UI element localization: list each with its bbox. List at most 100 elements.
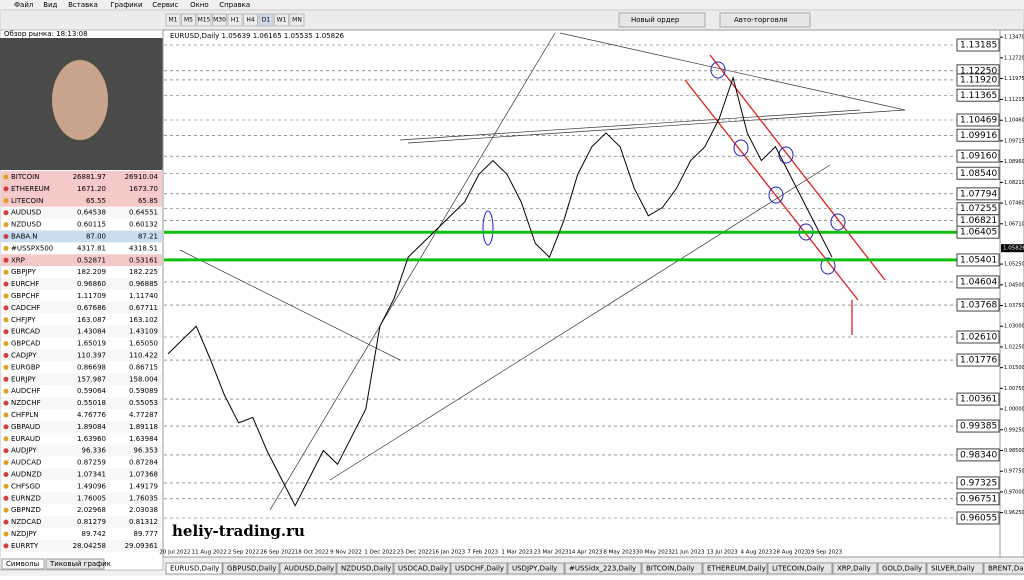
- timeframe-label[interactable]: M5: [184, 17, 193, 24]
- symbol-icon: [3, 353, 9, 358]
- timeframe-label[interactable]: M15: [198, 17, 211, 24]
- chart-tab[interactable]: [702, 562, 768, 575]
- symbol-row[interactable]: [1, 492, 162, 505]
- chart-tab[interactable]: [222, 562, 280, 575]
- timeframe-label[interactable]: MN: [292, 17, 302, 24]
- symbol-row[interactable]: [1, 456, 162, 469]
- timeframe-label[interactable]: H4: [246, 17, 255, 24]
- symbol-row[interactable]: [1, 325, 162, 338]
- symbol-row[interactable]: [1, 194, 162, 207]
- chart-tab[interactable]: [564, 562, 642, 575]
- symbol-row[interactable]: [1, 361, 162, 374]
- symbol-row[interactable]: [1, 528, 162, 540]
- symbol-row[interactable]: [1, 206, 162, 219]
- menu-item[interactable]: Окно: [190, 1, 209, 9]
- chart-tab-label[interactable]: EURUSD,Daily: [170, 565, 219, 573]
- timeframe-button[interactable]: [258, 13, 274, 27]
- symbol-row[interactable]: [1, 397, 162, 409]
- new-order-button[interactable]: [618, 12, 706, 28]
- chart-tab[interactable]: [877, 562, 927, 575]
- menu-item[interactable]: Графики: [110, 1, 142, 9]
- chart-tab-label[interactable]: USDJPY,Daily: [512, 565, 557, 573]
- symbol-row[interactable]: [1, 480, 162, 493]
- chart-tab-label[interactable]: ETHEREUM,Daily: [707, 565, 766, 573]
- chart-tab-label[interactable]: BRENT,Daily: [988, 565, 1024, 573]
- timeframe-button[interactable]: [212, 13, 227, 27]
- chart-tab[interactable]: [279, 562, 337, 575]
- timeframe-label[interactable]: M1: [169, 17, 178, 24]
- menu-item[interactable]: Вставка: [68, 1, 98, 9]
- timeframe-label[interactable]: H1: [231, 17, 240, 24]
- chart-tab[interactable]: [926, 562, 984, 575]
- timeframe-label[interactable]: M30: [213, 17, 226, 24]
- symbol-row[interactable]: [1, 242, 162, 255]
- symbol-row[interactable]: [1, 409, 162, 421]
- symbol-row[interactable]: [1, 171, 162, 183]
- panel-tab-label[interactable]: Символы: [6, 560, 39, 568]
- menu-item[interactable]: Справка: [219, 1, 250, 9]
- chart-tab-label[interactable]: GBPUSD,Daily: [227, 565, 276, 573]
- chart-tab-label[interactable]: USDCHF,Daily: [455, 565, 504, 573]
- chart-tab-label[interactable]: NZDUSD,Daily: [341, 565, 391, 573]
- symbol-row[interactable]: [1, 385, 162, 398]
- chart-tab[interactable]: [641, 562, 703, 575]
- timeframe-button[interactable]: [243, 13, 258, 27]
- date-label: 1 Dec 2022: [364, 550, 396, 556]
- chart-tab-label[interactable]: USDCAD,Daily: [398, 565, 448, 573]
- auto-trading-button[interactable]: [719, 12, 811, 28]
- symbol-row[interactable]: [1, 301, 162, 314]
- trend-lines: [179, 32, 906, 511]
- chart-tab[interactable]: [767, 562, 833, 575]
- symbol-row[interactable]: [1, 516, 162, 528]
- chart-tab-label[interactable]: GOLD,Daily: [882, 565, 922, 573]
- menu-item[interactable]: Файл: [14, 1, 33, 9]
- chart-tab[interactable]: [393, 562, 451, 575]
- symbol-row[interactable]: [1, 182, 162, 195]
- symbol-row[interactable]: [1, 373, 162, 386]
- auto-trading-label[interactable]: Авто-торговля: [734, 16, 787, 24]
- symbol-row[interactable]: [1, 254, 162, 267]
- timeframe-button[interactable]: [227, 13, 243, 27]
- chart-tab-label[interactable]: XRP,Daily: [837, 565, 871, 573]
- symbol-row[interactable]: [1, 539, 162, 552]
- symbol-row[interactable]: [1, 266, 162, 279]
- symbol-row[interactable]: [1, 313, 162, 326]
- timeframe-button[interactable]: [289, 13, 305, 27]
- chart-tab-label[interactable]: AUDUSD,Daily: [284, 565, 334, 573]
- symbol-row[interactable]: [1, 218, 162, 231]
- menu-item[interactable]: Вид: [43, 1, 57, 9]
- timeframe-button[interactable]: [274, 13, 289, 27]
- bid: 182.209: [77, 268, 106, 276]
- menu-item[interactable]: Сервис: [152, 1, 178, 9]
- chart-tab[interactable]: [832, 562, 878, 575]
- symbol-row[interactable]: [1, 444, 162, 457]
- symbol-icon: [3, 269, 9, 275]
- chart-tab[interactable]: [336, 562, 394, 575]
- symbol-row[interactable]: [1, 230, 162, 243]
- symbol-row[interactable]: [1, 349, 162, 362]
- chart-tab-label[interactable]: BITCOIN,Daily: [646, 565, 694, 573]
- timeframe-label[interactable]: D1: [262, 17, 271, 24]
- chart-tab-label[interactable]: #USSidx_223,Daily: [569, 565, 636, 573]
- timeframe-label[interactable]: W1: [277, 17, 287, 24]
- symbol-row[interactable]: [1, 278, 162, 290]
- chart-tab-label[interactable]: LITECOIN,Daily: [772, 565, 824, 573]
- symbol-row[interactable]: [1, 504, 162, 517]
- chart-tab[interactable]: [507, 562, 565, 575]
- symbol-row[interactable]: [1, 432, 162, 445]
- symbol-row[interactable]: [1, 290, 162, 302]
- timeframe-button[interactable]: [196, 13, 212, 27]
- chart-tab-label[interactable]: SILVER,Daily: [931, 565, 975, 573]
- chart-tab[interactable]: [165, 562, 223, 575]
- chart-tab[interactable]: [450, 562, 508, 575]
- panel-tab-label[interactable]: Тиковый график: [49, 560, 111, 568]
- panel-tab[interactable]: [1, 558, 45, 570]
- symbol-row[interactable]: [1, 468, 162, 481]
- new-order-label[interactable]: Новый ордер: [631, 16, 680, 24]
- timeframe-button[interactable]: [165, 13, 181, 27]
- timeframe-button[interactable]: [181, 13, 196, 27]
- symbol-row[interactable]: [1, 420, 162, 433]
- chart-tab[interactable]: [983, 562, 1024, 575]
- symbol-row[interactable]: [1, 337, 162, 350]
- panel-tab[interactable]: [45, 558, 105, 570]
